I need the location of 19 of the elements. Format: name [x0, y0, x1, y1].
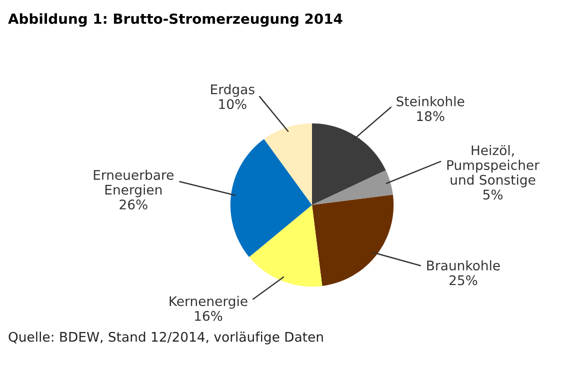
pie-slice	[312, 194, 394, 286]
slice-label: Heizöl, Pumpspeicher und Sonstige	[447, 145, 540, 188]
slice-label: Steinkohle	[396, 96, 464, 106]
data-label: 5%	[483, 190, 503, 200]
pie-slice	[230, 138, 312, 258]
slice-label: Kernenergie	[170, 296, 248, 309]
data-label: 26%	[120, 200, 148, 210]
slice-label: Braunkohle	[427, 260, 500, 270]
pie-slice	[264, 123, 312, 205]
data-label: 16%	[195, 310, 222, 321]
slice-label: Erneuerbare Energien	[94, 170, 174, 198]
data-label: 10%	[219, 99, 246, 110]
pie-slice	[312, 170, 393, 205]
slice-label: Erdgas	[211, 84, 254, 97]
source-note: Quelle: BDEW, Stand 12/2014, vorläufige Daten	[8, 332, 323, 344]
chart-title: Abbildung 1: Brutto-Stromerzeugung 2014	[8, 13, 342, 27]
pie-slice	[249, 205, 322, 287]
data-label: 18%	[417, 111, 444, 122]
data-label: 25%	[450, 275, 478, 286]
